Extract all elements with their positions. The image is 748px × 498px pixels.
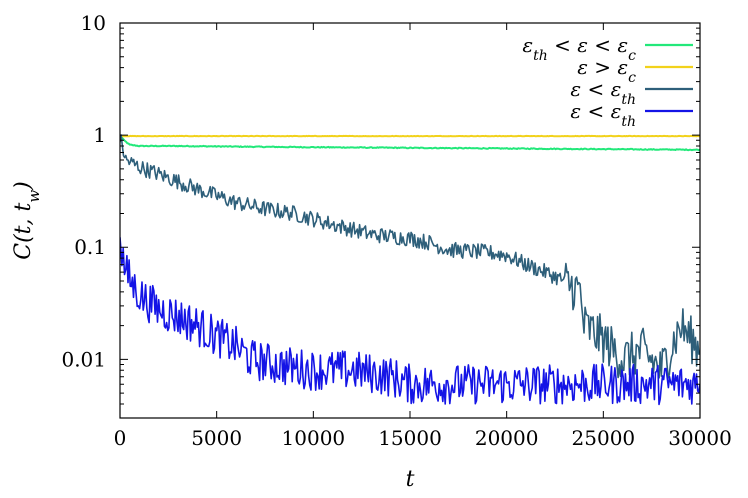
x-tick-label: 0 <box>114 426 127 450</box>
x-tick-label: 20000 <box>475 426 539 450</box>
series-line-3 <box>120 134 700 379</box>
legend-subscript: th <box>533 48 548 64</box>
legend-label-2: ε > εc <box>577 55 636 86</box>
legend-subscript: c <box>628 70 636 86</box>
y-tick-label: 1 <box>93 123 106 147</box>
x-tick-label: 25000 <box>572 426 636 450</box>
y-axis: 0.01 0.1 1 10 <box>61 11 700 419</box>
y-label-close: ) <box>11 181 36 191</box>
legend-subscript: c <box>628 48 636 64</box>
y-axis-label: C(t, tw) <box>11 181 43 260</box>
y-label-main: C(t, t <box>11 203 36 260</box>
series-line-4 <box>120 237 700 406</box>
y-tick-label: 10 <box>81 11 106 35</box>
x-tick-label: 10000 <box>282 426 346 450</box>
legend-text-part: ε <box>522 33 533 57</box>
x-tick-label: 5000 <box>191 426 242 450</box>
x-axis-label: t <box>406 467 415 492</box>
legend-text-part: < ε < <box>548 33 618 57</box>
legend-text-part: ε <box>617 55 628 79</box>
legend-label-1: εth < ε < εc <box>522 33 636 64</box>
legend-label-3: ε < εth <box>570 77 636 108</box>
legend-text-part: ε < <box>570 77 610 101</box>
legend-text-part: ε <box>617 33 628 57</box>
y-tick-label: 0.1 <box>74 235 106 259</box>
legend-text-part: ε > <box>577 55 617 79</box>
x-tick-label: 30000 <box>668 426 732 450</box>
x-tick-label: 15000 <box>378 426 442 450</box>
legend-subscript: th <box>621 92 636 108</box>
series-group <box>120 134 700 406</box>
legend-label-4: ε < εth <box>570 99 636 130</box>
series-line-1 <box>120 134 700 152</box>
legend-text-part: ε <box>611 99 622 123</box>
legend-subscript: th <box>621 114 636 130</box>
plot-lines <box>120 134 700 406</box>
legend-text-part: ε < <box>570 99 610 123</box>
y-tick-label: 0.01 <box>61 347 106 371</box>
x-axis: 0 5000 10000 15000 20000 25000 30000 <box>114 23 732 450</box>
y-label-sub: w <box>25 190 43 203</box>
legend-text-part: ε <box>611 77 622 101</box>
